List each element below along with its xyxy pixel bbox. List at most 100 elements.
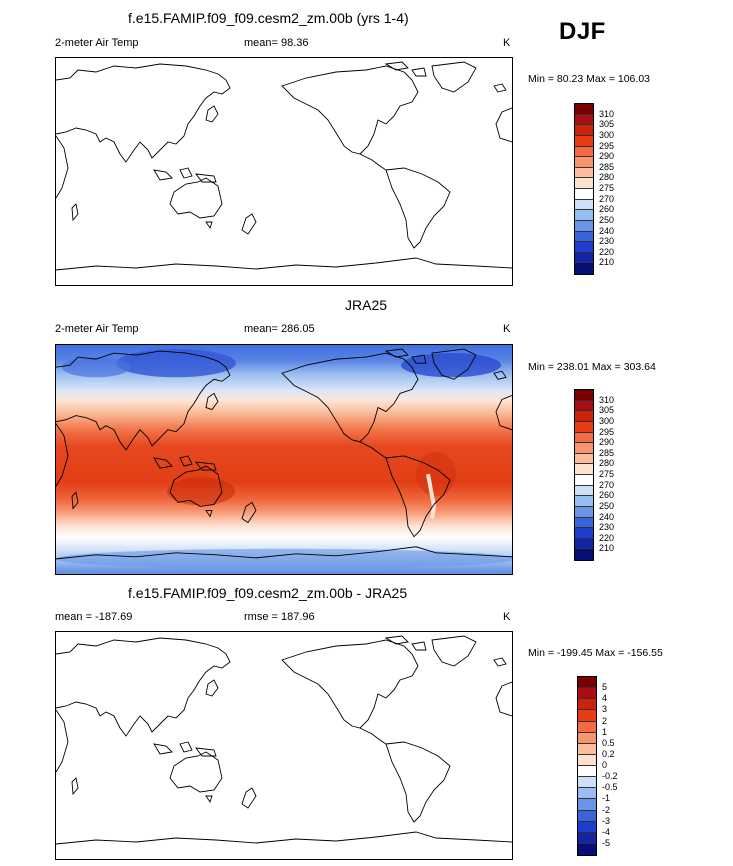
coastline-3 bbox=[71, 203, 79, 222]
coastline-9 bbox=[431, 635, 477, 667]
colorbar-tick-label: 210 bbox=[599, 543, 615, 554]
colorbar-box bbox=[575, 549, 593, 560]
colorbar-box bbox=[575, 411, 593, 422]
colorbar-tick-label: 240 bbox=[599, 511, 615, 522]
coastline-11 bbox=[359, 727, 387, 745]
coastline-13 bbox=[493, 83, 507, 93]
colorbar-box bbox=[578, 743, 596, 755]
coastline-2 bbox=[56, 709, 69, 773]
coastline-13 bbox=[493, 370, 507, 380]
colorbar-tick-label: 310 bbox=[599, 394, 615, 405]
panel-2-map-svg bbox=[56, 345, 512, 574]
coastline-12 bbox=[385, 741, 451, 823]
panel-2-mean-label: mean= 286.05 bbox=[244, 323, 315, 335]
colorbar-tick-label: -4 bbox=[602, 826, 611, 837]
colorbar-tick-label: 240 bbox=[599, 225, 615, 236]
colorbar-box bbox=[578, 699, 596, 711]
coastline-3 bbox=[71, 777, 79, 796]
colorbar-box bbox=[578, 732, 596, 744]
coastline-10 bbox=[384, 635, 427, 651]
colorbar-tick-label: 290 bbox=[599, 151, 615, 162]
colorbar-box bbox=[575, 135, 593, 147]
coastline-8 bbox=[281, 639, 419, 729]
panel-3-colorbar bbox=[577, 676, 597, 856]
colorbar-tick-label: 275 bbox=[599, 469, 615, 479]
coastline-4 bbox=[169, 465, 223, 507]
coastline-1 bbox=[205, 392, 219, 411]
colorbar-box bbox=[578, 799, 596, 811]
colorbar-box bbox=[575, 485, 593, 497]
colorbar-tick-label: 220 bbox=[599, 532, 615, 543]
colorbar-tick-label: 305 bbox=[599, 405, 615, 416]
colorbar-box bbox=[575, 506, 593, 518]
coastline-11 bbox=[359, 441, 387, 459]
colorbar-tick-label: 305 bbox=[599, 119, 615, 130]
colorbar-tick-label: 0.5 bbox=[602, 737, 615, 748]
colorbar-tick-label: 285 bbox=[599, 447, 615, 458]
colorbar-tick-label: 310 bbox=[599, 108, 615, 119]
colorbar-tick-label: 260 bbox=[599, 490, 615, 501]
colorbar-box bbox=[575, 220, 593, 232]
coastline-6 bbox=[241, 787, 257, 809]
colorbar-box bbox=[575, 210, 593, 221]
siberia-cold-region bbox=[116, 349, 236, 378]
colorbar-tick-label: 230 bbox=[599, 236, 615, 247]
colorbar-box bbox=[575, 528, 593, 539]
panel-2-title: JRA25 bbox=[345, 297, 388, 313]
coastline-1 bbox=[205, 105, 219, 123]
coastline-1 bbox=[205, 679, 219, 697]
colorbar-tick-label: 275 bbox=[599, 183, 615, 193]
panel-3-rmse-label: rmse = 187.96 bbox=[244, 611, 315, 623]
coastline-11 bbox=[359, 153, 387, 171]
colorbar-tick-label: 250 bbox=[599, 500, 615, 511]
colorbar-box bbox=[578, 810, 596, 822]
colorbar-tick-label: -5 bbox=[602, 837, 611, 848]
colorbar-tick-label: 0 bbox=[602, 760, 608, 770]
colorbar-tick-label: 295 bbox=[599, 426, 615, 437]
colorbar-tick-label: -0.2 bbox=[602, 771, 618, 782]
colorbar-box bbox=[575, 189, 593, 200]
season-label: DJF bbox=[559, 18, 606, 45]
coastline-6 bbox=[241, 213, 257, 235]
colorbar-box bbox=[578, 843, 596, 855]
colorbar-tick-label: 270 bbox=[599, 479, 615, 490]
panel-2-units-label: K bbox=[503, 323, 511, 335]
colorbar-tick-label: 0.2 bbox=[602, 748, 615, 759]
coastline-3 bbox=[71, 491, 79, 510]
panel-2-minmax: Min = 238.01 Max = 303.64 bbox=[528, 361, 656, 373]
coastline-12 bbox=[385, 455, 451, 538]
panel-2-map bbox=[55, 344, 513, 575]
colorbar-box bbox=[575, 199, 593, 211]
panel-3-units-label: K bbox=[503, 611, 511, 623]
coastline-8 bbox=[281, 65, 419, 155]
colorbar-box bbox=[575, 538, 593, 550]
colorbar-box bbox=[578, 766, 596, 778]
colorbar-tick-label: 295 bbox=[599, 140, 615, 151]
coastline-5 bbox=[205, 221, 213, 230]
coastline-8 bbox=[281, 352, 419, 443]
coastline-7 bbox=[153, 741, 217, 757]
coastline-4 bbox=[169, 177, 223, 219]
coastline-7 bbox=[153, 455, 217, 471]
colorbar-box bbox=[575, 390, 593, 401]
colorbar-box bbox=[575, 104, 593, 115]
coastline-14 bbox=[495, 107, 512, 143]
colorbar-box bbox=[575, 464, 593, 475]
coastline-4 bbox=[169, 751, 223, 793]
colorbar-tick-label: -3 bbox=[602, 815, 611, 826]
panel-2-coastlines bbox=[56, 348, 512, 560]
colorbar-tick-label: 2 bbox=[602, 715, 608, 726]
colorbar-box bbox=[575, 178, 593, 189]
colorbar-tick-label: 285 bbox=[599, 161, 615, 172]
colorbar-tick-label: 280 bbox=[599, 458, 615, 469]
colorbar-tick-label: 250 bbox=[599, 214, 615, 225]
colorbar-tick-label: 300 bbox=[599, 415, 615, 426]
colorbar-tick-label: 210 bbox=[599, 257, 615, 268]
colorbar-box bbox=[575, 146, 593, 158]
colorbar-box bbox=[575, 421, 593, 433]
colorbar-tick-label: 280 bbox=[599, 172, 615, 183]
colorbar-tick-label: 4 bbox=[602, 693, 608, 704]
colorbar-tick-label: -0.5 bbox=[602, 782, 618, 793]
panel-1-minmax: Min = 80.23 Max = 106.03 bbox=[528, 73, 650, 85]
colorbar-box bbox=[578, 721, 596, 733]
